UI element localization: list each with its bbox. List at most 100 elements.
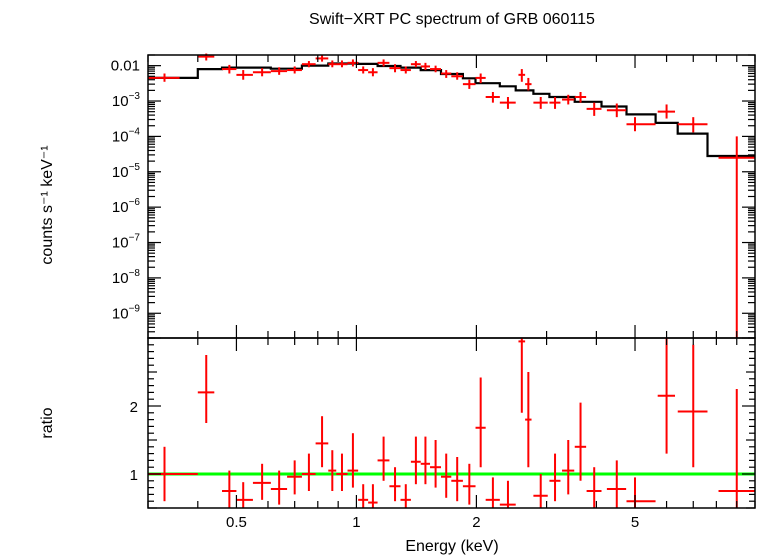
ratio-point	[626, 477, 656, 508]
counts-point	[328, 60, 337, 68]
ratio-point	[475, 377, 486, 468]
ratio-point	[270, 470, 288, 505]
ratio-point	[606, 460, 627, 508]
ratio-y-ticks: 12	[130, 337, 755, 509]
y-tick-label: 0.01	[111, 58, 140, 75]
ratio-point	[451, 457, 463, 502]
x-axis-label: Energy (keV)	[405, 538, 498, 555]
counts-point	[377, 59, 390, 67]
counts-panel-frame	[147, 54, 756, 339]
counts-point	[677, 117, 708, 133]
counts-point	[420, 62, 431, 71]
counts-point	[410, 61, 421, 68]
counts-x-ticks	[147, 55, 756, 338]
counts-point	[148, 73, 180, 82]
counts-point	[430, 65, 441, 73]
chart-title: Swift−XRT PC spectrum of GRB 060115	[309, 11, 595, 28]
ratio-point	[718, 389, 755, 508]
ratio-point	[533, 474, 548, 508]
model-step-line	[148, 62, 755, 158]
counts-point	[533, 96, 548, 109]
ratio-point	[358, 484, 369, 508]
counts-point	[462, 79, 476, 89]
y-tick-label: 10−5	[112, 162, 141, 181]
counts-point	[518, 69, 526, 82]
counts-point	[221, 64, 237, 74]
counts-point	[400, 66, 411, 74]
counts-point	[549, 96, 561, 109]
counts-point	[287, 66, 302, 74]
counts-point	[718, 136, 755, 338]
ratio-point	[221, 470, 237, 508]
ratio-point	[499, 480, 516, 508]
ratio-point	[525, 372, 532, 468]
y-tick-label: 10−6	[112, 197, 141, 216]
counts-point	[368, 68, 378, 77]
ratio-point	[410, 436, 421, 485]
counts-point	[586, 102, 602, 116]
y-tick-label: 10−8	[112, 268, 141, 287]
x-tick-label: 1	[352, 514, 360, 531]
counts-point	[525, 77, 532, 91]
x-tick-label: 0.5	[226, 514, 247, 531]
counts-point	[475, 73, 486, 84]
counts-point	[657, 104, 676, 119]
y-tick-label: 10−3	[112, 91, 141, 110]
y-tick-label: 2	[130, 399, 138, 416]
ratio-point	[518, 338, 526, 413]
counts-point	[336, 60, 348, 68]
ratio-point	[440, 453, 452, 498]
x-tick-label: 5	[631, 514, 639, 531]
counts-point	[301, 61, 316, 68]
ratio-point	[301, 453, 316, 491]
ratio-point	[430, 440, 441, 488]
counts-point	[451, 72, 463, 80]
counts-point	[562, 94, 575, 105]
counts-point	[499, 96, 516, 109]
counts-point	[236, 70, 253, 80]
counts-data-points	[148, 53, 755, 338]
ratio-panel-frame	[147, 337, 756, 509]
ratio-point	[287, 460, 302, 495]
ratio-point	[336, 453, 348, 491]
y-tick-label: 10−9	[112, 303, 141, 322]
counts-y-axis-label: counts s⁻¹ keV⁻¹	[39, 145, 56, 264]
ratio-point	[252, 463, 271, 500]
ratio-point	[236, 482, 253, 508]
ratio-point	[400, 484, 411, 508]
ratio-point	[485, 477, 500, 508]
ratio-panel: 0.5 1 2 5 12 ratio	[39, 337, 756, 531]
ratio-point	[347, 433, 359, 488]
ratio-y-axis-label: ratio	[39, 407, 56, 438]
ratio-point	[574, 402, 587, 481]
ratio-point	[562, 440, 575, 495]
ratio-point	[377, 436, 390, 481]
y-tick-label: 10−4	[112, 126, 141, 145]
y-tick-label: 1	[130, 467, 138, 484]
ratio-point	[315, 416, 329, 468]
ratio-x-ticks: 0.5 1 2 5	[147, 338, 756, 531]
counts-point	[574, 91, 587, 103]
y-tick-label: 10−7	[112, 233, 141, 252]
counts-point	[270, 67, 288, 75]
counts-y-ticks: 0.01 10−3 10−4 10−5 10−6 10−7 10−8 10−9	[111, 54, 755, 339]
ratio-point	[586, 467, 602, 508]
counts-point	[252, 68, 271, 77]
counts-point	[389, 64, 401, 73]
model-curve	[148, 62, 755, 158]
counts-point	[485, 91, 500, 103]
ratio-point	[368, 484, 378, 508]
counts-panel: 0.01 10−3 10−4 10−5 10−6 10−7 10−8 10−9 counts …	[39, 53, 756, 339]
ratio-point	[328, 450, 337, 491]
ratio-data-points	[148, 338, 755, 508]
ratio-point	[462, 463, 476, 505]
ratio-point	[549, 453, 561, 502]
ratio-point	[389, 467, 401, 502]
ratio-point	[657, 338, 676, 454]
counts-point	[358, 66, 369, 74]
counts-point	[440, 70, 452, 78]
x-tick-label: 2	[472, 514, 480, 531]
counts-point	[606, 103, 627, 118]
counts-point	[626, 117, 656, 132]
